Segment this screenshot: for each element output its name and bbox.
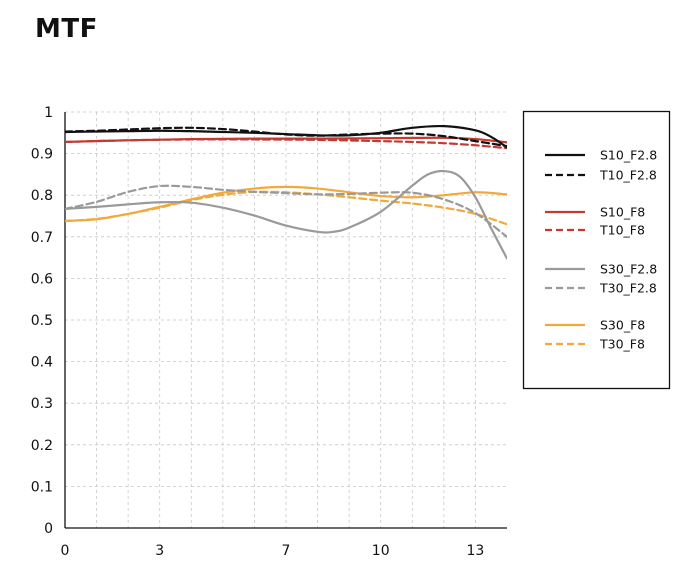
legend-label: T10_F2.8	[599, 168, 657, 183]
y-tick-label: 0.8	[31, 188, 53, 204]
legend-label: S30_F2.8	[600, 262, 657, 277]
y-tick-label: 0.4	[31, 355, 53, 371]
chart-title: MTF	[35, 14, 98, 44]
legend-label: T10_F8	[599, 223, 645, 238]
y-tick-label: 0.1	[31, 479, 53, 495]
legend-label: T30_F2.8	[599, 281, 657, 296]
legend-label: T30_F8	[599, 337, 645, 352]
y-tick-label: 1	[44, 105, 53, 121]
legend-box	[522, 110, 671, 390]
y-tick-label: 0	[44, 521, 53, 537]
y-tick-label: 0.7	[31, 230, 53, 246]
series-line-t10-f8	[65, 138, 507, 150]
y-tick-label: 0.2	[31, 438, 53, 454]
series-line-t30-f2-8	[65, 184, 507, 238]
legend-label: S10_F2.8	[600, 148, 657, 163]
y-tick-label: 0.3	[31, 396, 53, 412]
y-tick-label: 0.5	[31, 313, 53, 329]
y-tick-label: 0.9	[31, 147, 53, 163]
series-line-s30-f2-8	[65, 169, 507, 260]
x-tick-label: 13	[467, 543, 485, 559]
x-tick-label: 10	[372, 543, 390, 559]
tick-labels: 00.10.20.30.40.50.60.70.80.910 3 7 10 13	[31, 105, 485, 559]
x-tick-label: 3	[155, 543, 164, 559]
legend-label: S30_F8	[600, 318, 645, 333]
x-tick-label: 7	[282, 543, 291, 559]
legend-label: S10_F8	[600, 205, 645, 220]
y-tick-label: 0.6	[31, 271, 53, 287]
legend: S10_F2.8 T10_F2.8 S10_F8 T10_F8 S30_F2.8 T30_…	[522, 110, 671, 390]
series-lines	[65, 124, 507, 260]
axes	[64, 112, 507, 529]
series-line-t10-f2-8	[65, 126, 507, 148]
x-tick-label: 0	[61, 543, 70, 559]
grid-lines	[65, 111, 507, 528]
